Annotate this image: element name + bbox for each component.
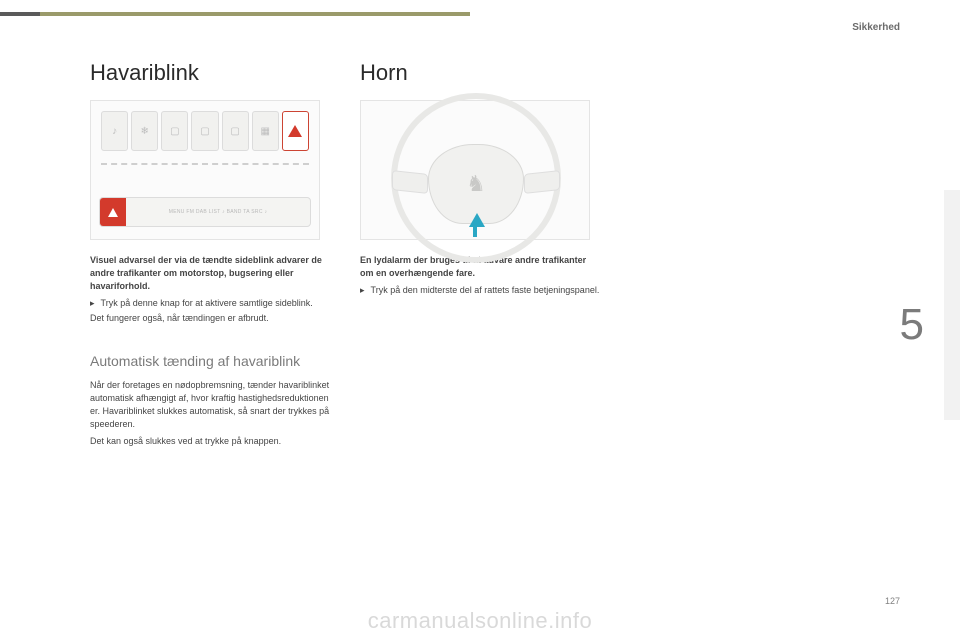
lion-logo-icon: ♞ — [466, 171, 486, 197]
section-label: Sikkerhed — [852, 22, 900, 33]
chapter-number: 5 — [900, 300, 924, 350]
dash-button: ▢ — [222, 111, 249, 151]
dash-button: ▦ — [252, 111, 279, 151]
lower-control-strip: MENU FM DAB LIST ♪ BAND TA SRC ♪ — [99, 197, 311, 227]
dash-button: ♪ — [101, 111, 128, 151]
sub-paragraph-2: Det kan også slukkes ved at trykke på kn… — [90, 435, 330, 448]
sub-title: Automatisk tænding af havariblink — [90, 353, 330, 371]
figure-steering-wheel: ♞ — [360, 100, 590, 240]
intro-paragraph: Visuel advarsel der via de tændte sidebl… — [90, 254, 330, 293]
title-havariblink: Havariblink — [90, 60, 330, 86]
hazard-triangle-icon — [288, 125, 302, 137]
arrow-up-icon — [469, 213, 485, 227]
subsection-auto: Automatisk tænding af havariblink Når de… — [90, 353, 330, 448]
top-rule — [0, 12, 960, 16]
bullet-mark: ▸ — [90, 297, 95, 310]
bullet-item: ▸ Tryk på den midterste del af rattets f… — [360, 284, 600, 297]
hazard-button-small — [100, 198, 126, 226]
sub-paragraph: Når der foretages en nødopbremsning, tæn… — [90, 379, 330, 431]
page-number: 127 — [885, 596, 900, 606]
rule-olive — [40, 12, 470, 16]
dash-button: ▢ — [191, 111, 218, 151]
hazard-triangle-icon — [108, 208, 118, 217]
bullet-text: Tryk på denne knap for at aktivere samtl… — [101, 297, 313, 310]
figure-hazard-buttons: ♪ ❄ ▢ ▢ ▢ ▦ MENU FM DAB LIST ♪ BAND TA S… — [90, 100, 320, 240]
dash-button: ▢ — [161, 111, 188, 151]
bullet-item: ▸ Tryk på denne knap for at aktivere sam… — [90, 297, 330, 310]
rule-dark — [0, 12, 40, 16]
body-text-havariblink: Visuel advarsel der via de tændte sidebl… — [90, 254, 330, 325]
watermark: carmanualsonline.info — [0, 608, 960, 634]
wheel-spoke — [392, 170, 428, 194]
dash-button: ❄ — [131, 111, 158, 151]
steering-wheel-rim: ♞ — [391, 93, 561, 263]
wheel-hub: ♞ — [428, 144, 524, 224]
column-havariblink: Havariblink ♪ ❄ ▢ ▢ ▢ ▦ MENU FM DAB LIST… — [90, 60, 330, 452]
arrow-stem — [473, 225, 477, 237]
hazard-button — [282, 111, 309, 151]
page-edge-tab — [944, 190, 960, 420]
sub-body: Når der foretages en nødopbremsning, tæn… — [90, 379, 330, 448]
button-row: ♪ ❄ ▢ ▢ ▢ ▦ — [101, 111, 309, 151]
outro-paragraph: Det fungerer også, når tændingen er afbr… — [90, 312, 330, 325]
bullet-mark: ▸ — [360, 284, 365, 297]
title-horn: Horn — [360, 60, 600, 86]
bullet-text: Tryk på den midterste del af rattets fas… — [371, 284, 600, 297]
wheel-spoke — [524, 170, 560, 194]
column-horn: Horn ♞ En lydalarm der bruges til at adv… — [360, 60, 600, 299]
strip-labels: MENU FM DAB LIST ♪ BAND TA SRC ♪ — [126, 209, 310, 215]
divider-dashed — [101, 163, 309, 165]
